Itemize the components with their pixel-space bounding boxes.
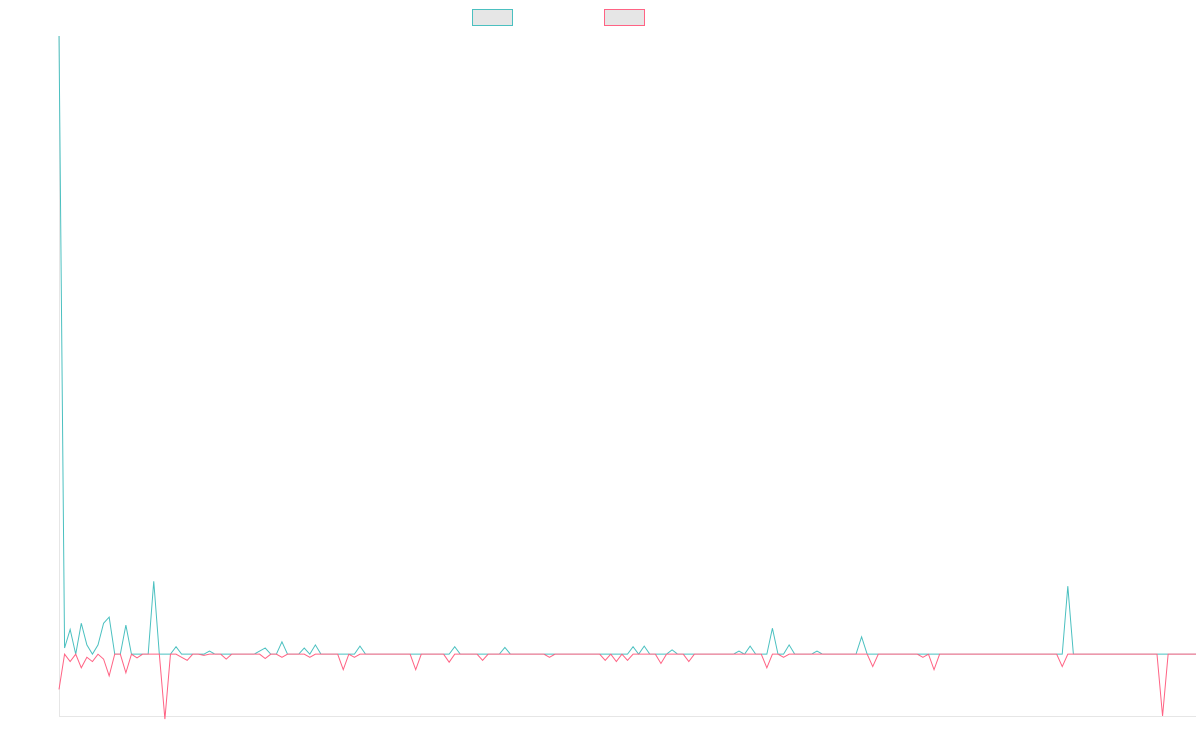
legend-swatch-series-2[interactable] bbox=[604, 9, 645, 26]
series-line-1 bbox=[58, 35, 1196, 656]
series-group bbox=[58, 35, 1196, 720]
legend-swatch-series-1[interactable] bbox=[472, 9, 513, 26]
legend[interactable] bbox=[472, 9, 645, 26]
series-line-2 bbox=[58, 652, 1196, 720]
